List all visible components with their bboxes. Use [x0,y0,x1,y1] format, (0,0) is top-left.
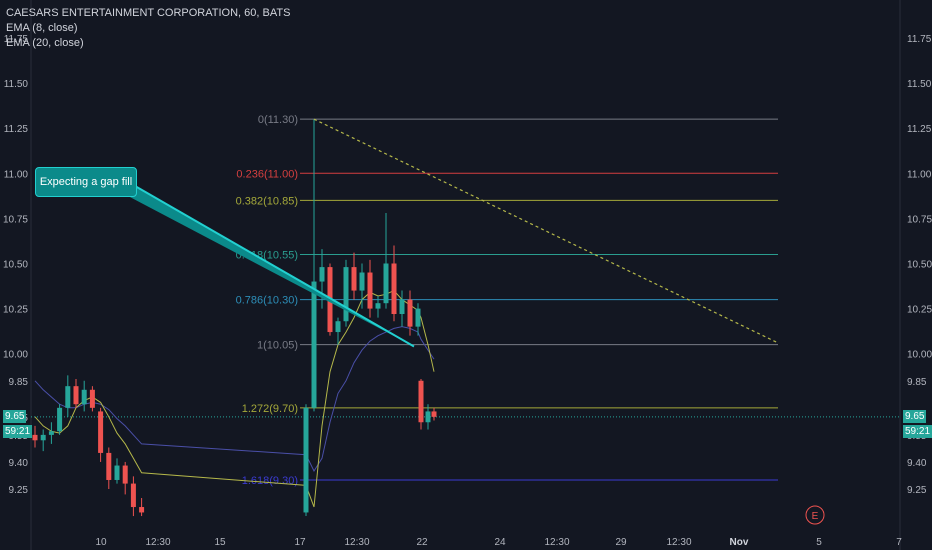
candle-body-22 [367,272,373,309]
candle-body-13 [139,507,145,513]
candle-body-30 [425,411,431,423]
candle-body-25 [391,263,397,315]
candle-body-14 [303,407,309,513]
candle-body-4 [65,386,71,408]
x-tick-7: 12:30 [544,537,569,548]
candle-body-29 [418,380,424,423]
x-tick-0: 10 [95,537,107,548]
earnings-marker-circle [805,505,825,525]
x-tick-2: 15 [214,537,226,548]
candle-body-23 [375,303,381,309]
right-price-tag: 9.65 [903,410,927,423]
callout-pointer-fill [126,186,414,347]
candle-body-0 [32,434,38,441]
chart-legend: CAESARS ENTERTAINMENT CORPORATION, 60, B… [6,6,290,51]
y-tick-right-12: 9.25 [907,485,927,496]
fib-label-2: 0.382(10.85) [236,195,298,207]
candle-body-9 [106,452,112,480]
x-tick-6: 24 [494,537,506,548]
fib-label-4: 0.786(10.30) [236,295,298,307]
candle-body-20 [351,267,357,291]
y-tick-left-2: 11.25 [4,124,29,135]
earnings-marker-label: E [812,511,819,522]
candle-body-12 [130,483,136,508]
right-countdown-tag: 59:21 [903,425,932,438]
x-tick-11: 5 [816,537,822,548]
candle-body-19 [343,267,349,322]
y-tick-right-6: 10.25 [907,305,932,316]
fib-label-0: 0(11.30) [258,114,298,126]
candle-body-15 [311,281,317,408]
fib-label-5: 1(10.05) [257,340,298,352]
candle-body-28 [415,308,421,327]
candle-body-24 [383,263,389,304]
y-tick-left-6: 10.25 [3,305,28,316]
candle-body-8 [98,411,104,453]
x-tick-5: 22 [416,537,428,548]
chart-title: CAESARS ENTERTAINMENT CORPORATION, 60, B… [6,7,291,19]
left-price-tag: 9.65 [3,410,27,423]
y-tick-right-2: 11.25 [907,124,932,135]
y-tick-left-12: 9.25 [9,485,29,496]
candle-body-26 [399,299,405,315]
x-tick-4: 12:30 [344,537,369,548]
candle-body-3 [57,407,63,432]
candle-body-21 [359,272,365,291]
x-tick-1: 12:30 [145,537,170,548]
y-tick-right-4: 10.75 [907,214,932,225]
x-tick-3: 17 [294,537,306,548]
x-tick-12: 7 [896,537,902,548]
candle-body-16 [319,267,325,282]
y-tick-left-5: 10.50 [3,260,28,271]
ema8-line [34,289,435,508]
y-tick-right-5: 10.50 [907,260,932,271]
candle-body-5 [73,386,79,405]
ema20-legend-label: EMA (20, close) [6,37,84,49]
y-tick-right-11: 9.40 [907,458,927,469]
candle-body-1 [40,434,46,441]
candle-body-18 [335,321,341,333]
fib-label-1: 0.236(11.00) [236,168,298,180]
y-tick-left-1: 11.50 [4,79,29,90]
candle-body-31 [431,411,437,417]
y-tick-right-0: 11.75 [907,34,932,45]
y-tick-right-1: 11.50 [907,79,932,90]
y-tick-left-7: 10.00 [3,350,28,361]
ema8-legend-label: EMA (8, close) [6,22,78,34]
callout-pointer [134,185,415,348]
x-tick-9: 12:30 [666,537,691,548]
y-tick-left-0: 11.75 [4,34,29,45]
candle-body-10 [114,465,120,480]
y-tick-right-7: 10.00 [907,350,932,361]
y-tick-right-8: 9.85 [907,377,927,388]
candle-body-7 [89,389,95,408]
candle-body-11 [122,465,128,484]
y-tick-left-8: 9.85 [9,377,29,388]
y-tick-left-3: 11.00 [4,169,29,180]
gap-fill-callout[interactable]: Expecting a gap fill [35,167,137,197]
y-tick-right-3: 11.00 [907,169,932,180]
x-tick-10: Nov [730,537,749,548]
x-tick-8: 29 [615,537,627,548]
candle-body-27 [407,299,413,327]
y-tick-left-4: 10.75 [3,214,28,225]
left-countdown-tag: 59:21 [3,425,33,438]
fib-label-6: 1.272(9.70) [242,403,298,415]
candle-body-6 [81,389,87,405]
y-tick-left-11: 9.40 [9,458,29,469]
projection-trendline [313,118,779,344]
candle-body-2 [48,431,54,435]
